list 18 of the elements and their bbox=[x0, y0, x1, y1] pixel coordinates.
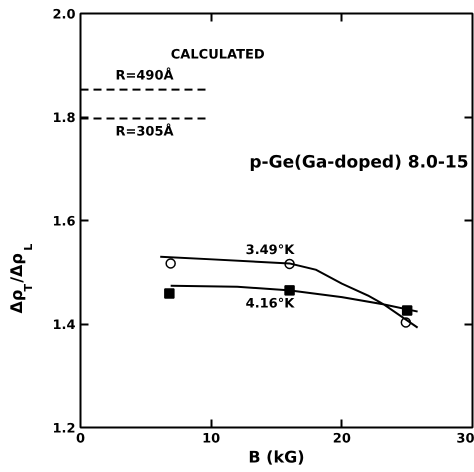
x-tick-label: 0 bbox=[76, 432, 86, 446]
series-label: R=305Å bbox=[115, 122, 174, 140]
series-label: 4.16°K bbox=[246, 296, 296, 312]
y-axis-title: ΔρT/ΔρL bbox=[7, 244, 35, 314]
series-label: R=490Å bbox=[115, 66, 174, 84]
y-tick-label: 1.8 bbox=[52, 111, 76, 126]
y-tick-label: 1.6 bbox=[52, 214, 76, 230]
annotation: CALCULATED bbox=[170, 47, 265, 62]
series-label: 3.49°K bbox=[246, 242, 296, 258]
line-series bbox=[159, 256, 419, 329]
x-tick-label: 30 bbox=[456, 432, 474, 446]
y-tick-label: 2.0 bbox=[52, 8, 76, 22]
x-tick-label: 10 bbox=[202, 432, 220, 446]
annotation: p-Ge(Ga-doped) 8.0-15 bbox=[249, 152, 469, 173]
x-tick-label: 20 bbox=[332, 432, 351, 446]
y-tick-label: 1.2 bbox=[52, 422, 76, 436]
x-axis-title: B (kG) bbox=[248, 448, 305, 466]
y-tick-label: 1.4 bbox=[52, 318, 76, 333]
